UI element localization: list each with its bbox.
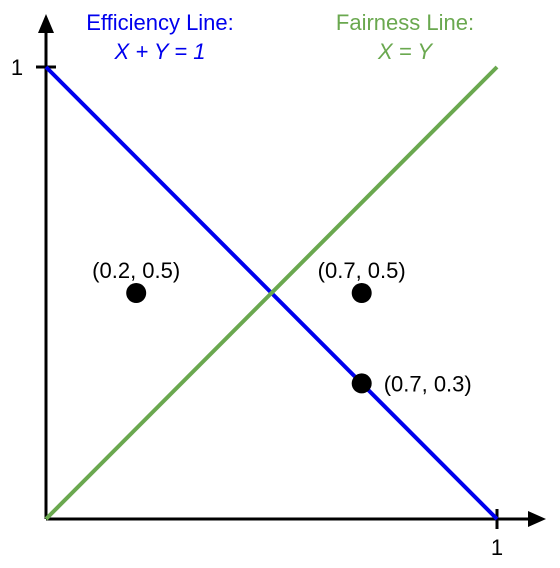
data-point xyxy=(126,283,147,303)
data-point-label: (0.7, 0.5) xyxy=(318,258,406,283)
y-axis-arrow xyxy=(38,14,54,33)
efficiency-line-equation: X + Y = 1 xyxy=(114,39,206,64)
data-point xyxy=(351,283,372,303)
points-group: (0.2, 0.5) (0.7, 0.5) (0.7, 0.3) xyxy=(92,258,472,396)
x-tick-label: 1 xyxy=(491,535,503,560)
x-axis-arrow xyxy=(528,511,546,527)
y-tick-label: 1 xyxy=(11,55,23,80)
data-point-label: (0.7, 0.3) xyxy=(384,371,472,396)
fairness-line-name: Fairness Line: xyxy=(336,10,474,35)
legend-labels: Efficiency Line: X + Y = 1 Fairness Line: X… xyxy=(86,10,474,64)
data-point-label: (0.2, 0.5) xyxy=(92,258,180,283)
fairness-line-equation: X = Y xyxy=(377,39,433,64)
series-group xyxy=(44,65,499,521)
fairness-line xyxy=(44,65,499,521)
axes-group xyxy=(38,14,546,527)
data-point xyxy=(351,373,372,394)
efficiency-line-name: Efficiency Line: xyxy=(86,10,234,35)
